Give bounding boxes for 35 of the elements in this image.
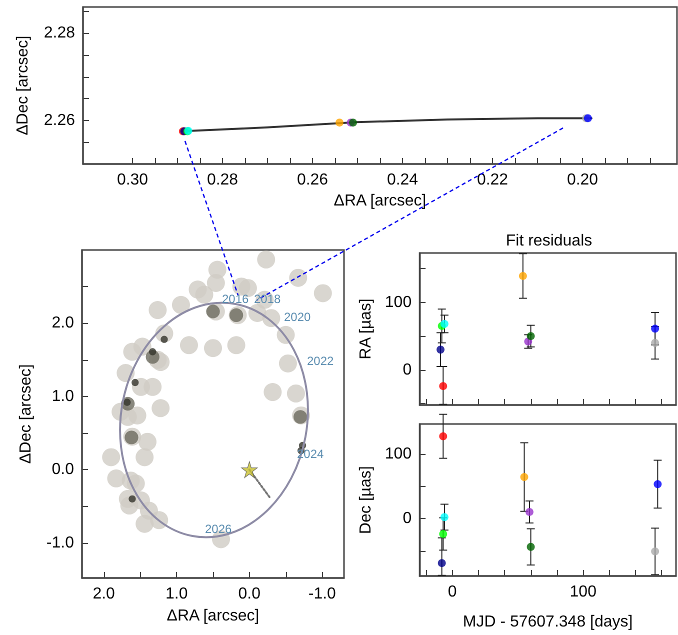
x-tick-label: 0.20: [566, 172, 598, 188]
x-tick-label: 0.0: [238, 586, 261, 602]
y-tick-label: 2.28: [44, 24, 76, 42]
x-axis-title: ΔRA [arcsec]: [334, 192, 426, 210]
y-tick-label: 1.0: [52, 388, 74, 405]
x-tick-label: 2.0: [92, 586, 116, 602]
x-tick-label: 0.22: [476, 172, 508, 188]
x-tick-label: 0.28: [206, 172, 238, 188]
y-tick-label: 100: [384, 294, 412, 311]
x-tick-label: 0.26: [296, 172, 328, 188]
annotation: 2020: [284, 310, 312, 324]
annotation: 2022: [307, 354, 334, 368]
annotation: 2026: [205, 522, 232, 536]
y-tick-label: 2.26: [44, 112, 76, 129]
x-tick-label: 0.30: [116, 172, 148, 188]
x-tick-label: 100: [570, 584, 597, 600]
y-tick-label: -1.0: [46, 534, 74, 552]
y-axis-title: RA [µas]: [358, 298, 374, 360]
x-tick-label: 0.24: [386, 172, 418, 188]
y-axis-title: ΔDec [arcsec]: [18, 364, 34, 464]
y-tick-label: 2.0: [52, 314, 74, 332]
x-axis-title: MJD - 57607.348 [days]: [462, 614, 633, 630]
annotation: 2016: [222, 292, 250, 306]
x-tick-label: -1.0: [308, 586, 336, 602]
y-tick-label: 0.0: [52, 461, 74, 478]
x-axis-title: ΔRA [arcsec]: [166, 608, 260, 624]
x-tick-label: 1.0: [165, 586, 188, 602]
annotation: 2018: [254, 292, 282, 306]
y-axis-title: ΔDec [arcsec]: [14, 36, 32, 136]
chart-title: Fit residuals: [506, 232, 592, 250]
y-tick-label: 0: [402, 361, 412, 378]
x-tick-label: 0: [448, 584, 457, 600]
y-tick-label: 100: [384, 445, 412, 462]
y-axis-title: Dec [µas]: [358, 466, 374, 534]
y-tick-label: 0: [402, 510, 412, 527]
